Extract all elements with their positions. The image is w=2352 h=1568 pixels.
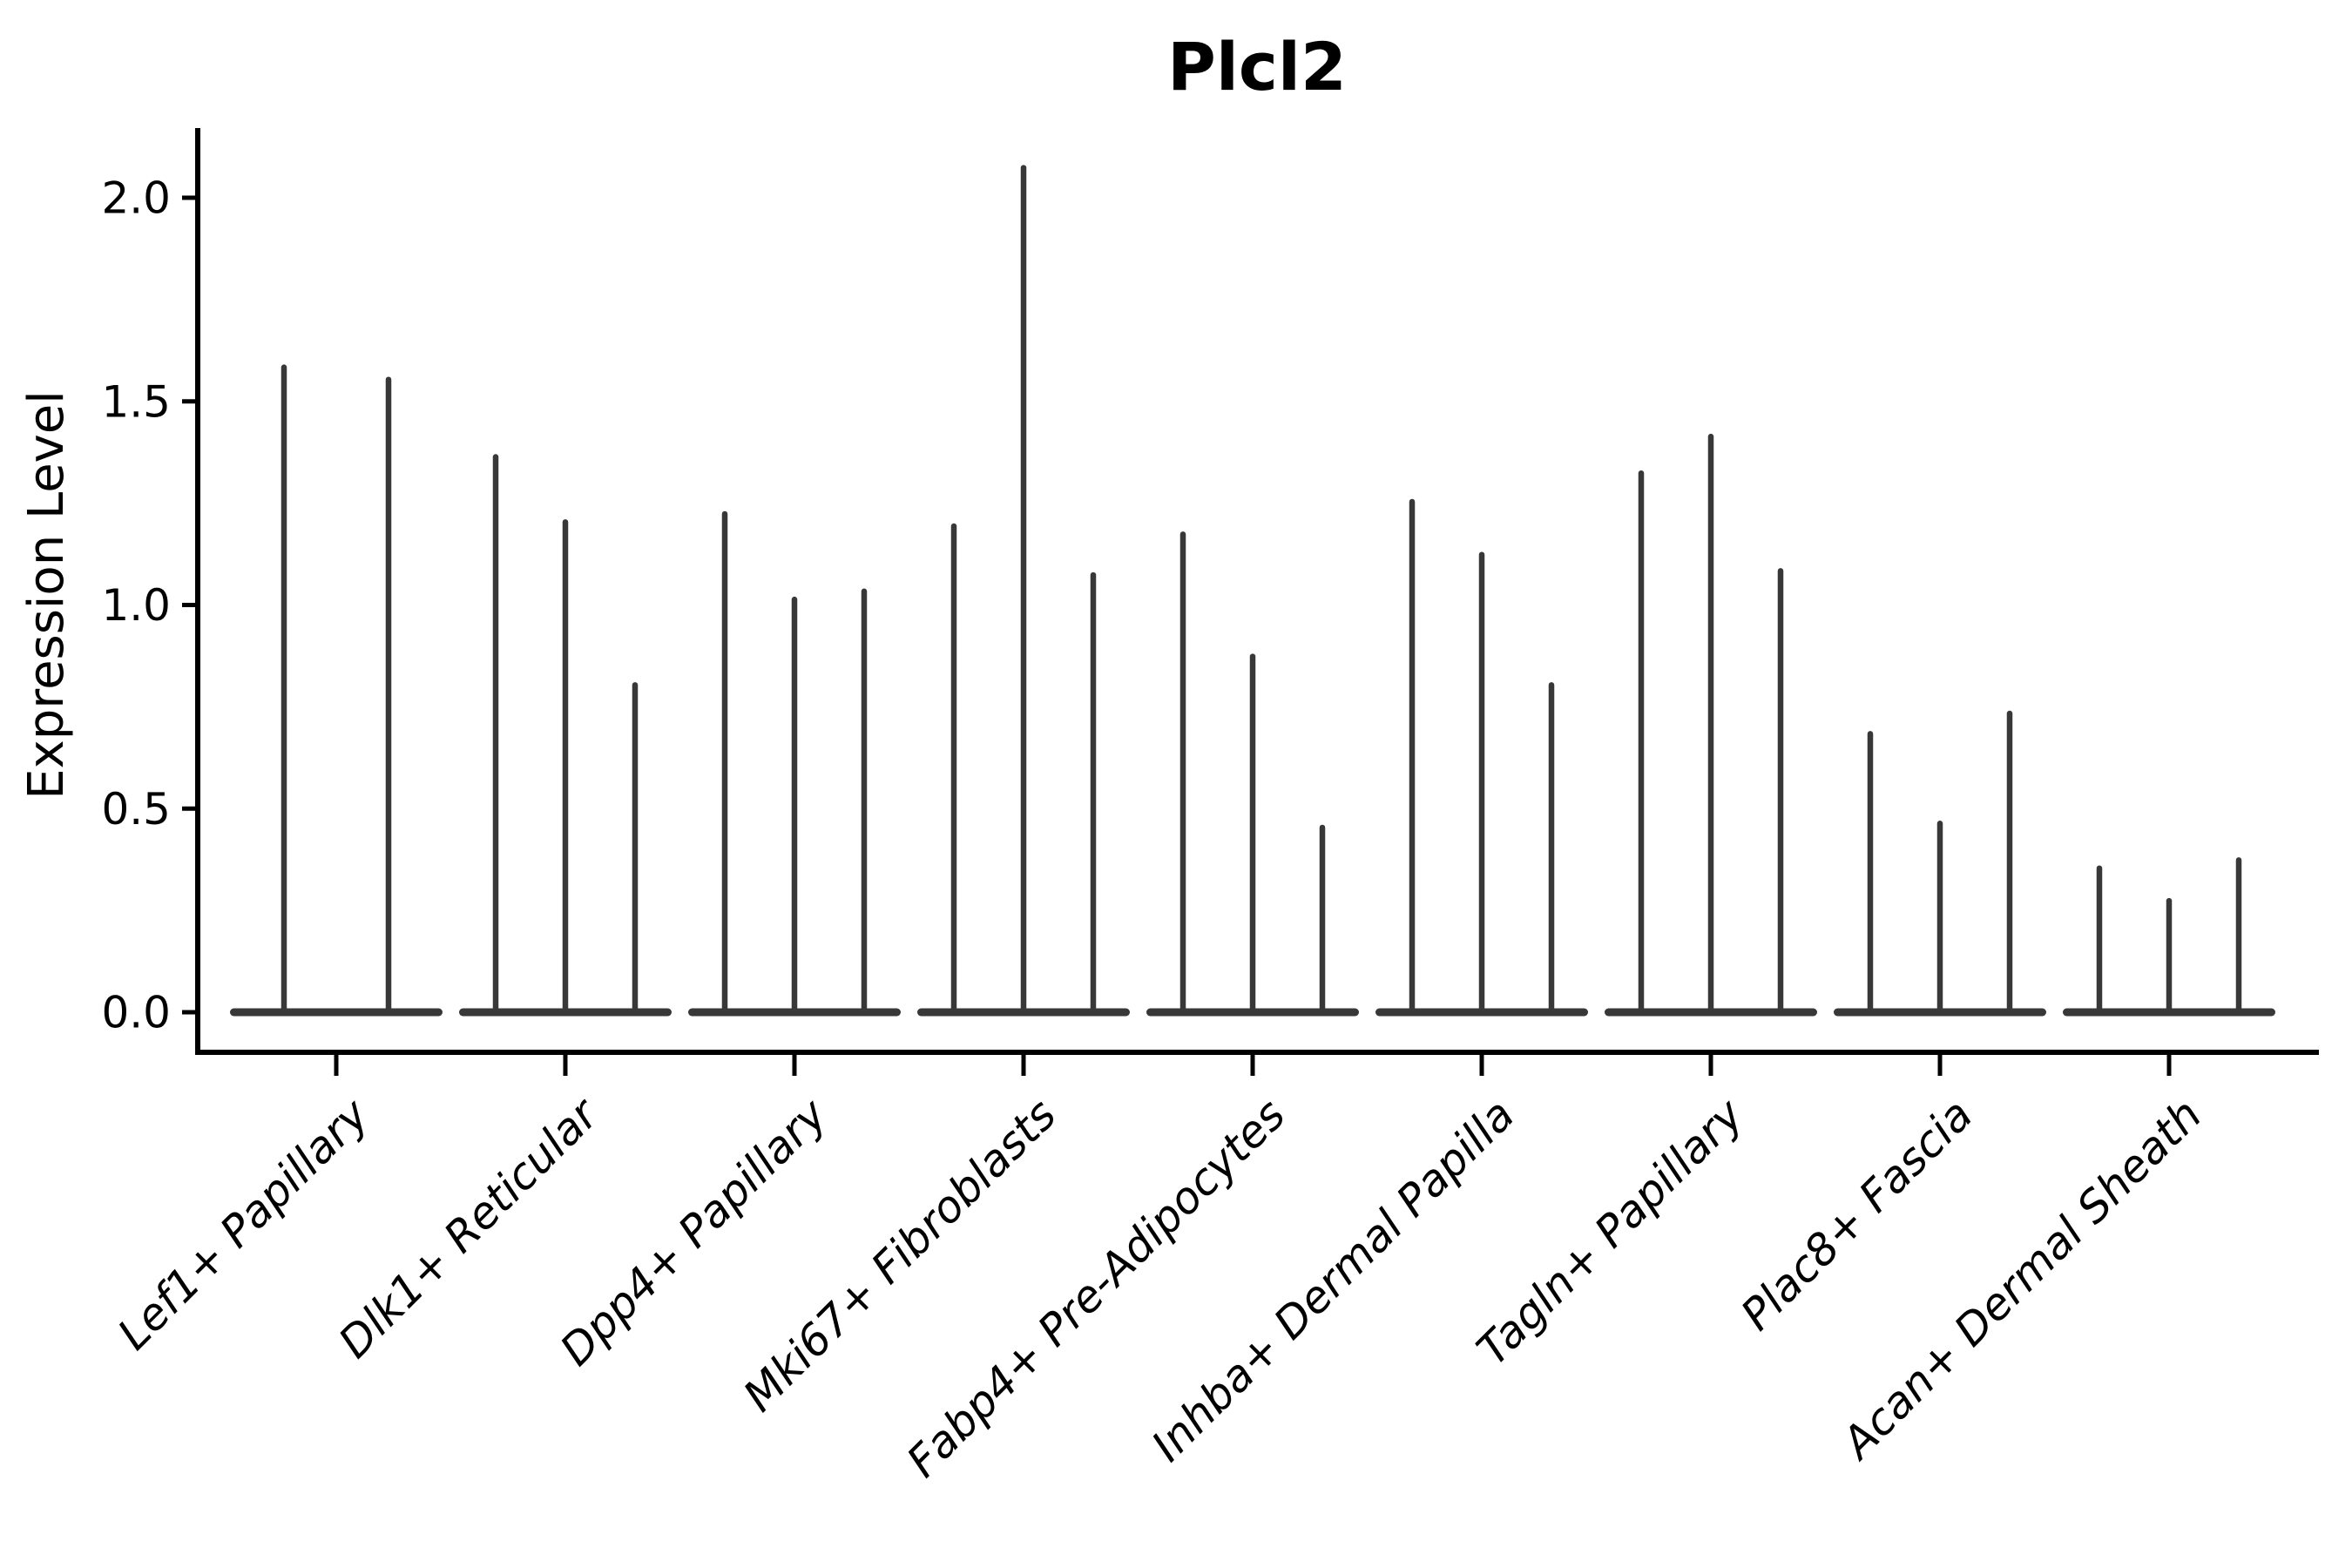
y-tick-label: 1.5 bbox=[101, 376, 171, 427]
x-tick-label: Lef1+ Papillary bbox=[108, 1088, 379, 1359]
x-tick-label: Fabp4+ Pre-Adipocytes bbox=[897, 1089, 1295, 1487]
violin-group bbox=[230, 364, 443, 1017]
axes bbox=[195, 128, 2319, 1055]
violin-group bbox=[1146, 531, 1359, 1017]
violin-group bbox=[917, 165, 1130, 1017]
y-axis-labels: 0.0 0.5 1.0 1.5 2.0 bbox=[101, 173, 171, 1038]
violin-group bbox=[1834, 710, 2046, 1017]
violins bbox=[230, 165, 2275, 1017]
x-tick-label: Inhba+ Dermal Papilla bbox=[1142, 1089, 1524, 1470]
y-axis-ticks bbox=[182, 195, 198, 1015]
violin-group bbox=[1605, 433, 1817, 1017]
y-tick-label: 0.0 bbox=[101, 988, 171, 1038]
y-axis-title: Expression Level bbox=[18, 390, 75, 800]
x-axis-ticks bbox=[334, 1055, 2172, 1076]
violin-group bbox=[688, 510, 901, 1017]
x-tick-label: Plac8+ Fascia bbox=[1732, 1089, 1983, 1340]
x-tick-label: Acan+ Dermal Sheath bbox=[1831, 1089, 2212, 1470]
chart-title: Plcl2 bbox=[1167, 28, 1347, 105]
violin-base bbox=[230, 1008, 443, 1017]
violin-group bbox=[459, 454, 672, 1017]
y-tick-label: 0.5 bbox=[101, 784, 171, 835]
violin-group bbox=[1375, 498, 1588, 1017]
y-tick-label: 1.0 bbox=[101, 580, 171, 631]
violin-group bbox=[2063, 857, 2275, 1017]
y-tick-label: 2.0 bbox=[101, 173, 171, 224]
